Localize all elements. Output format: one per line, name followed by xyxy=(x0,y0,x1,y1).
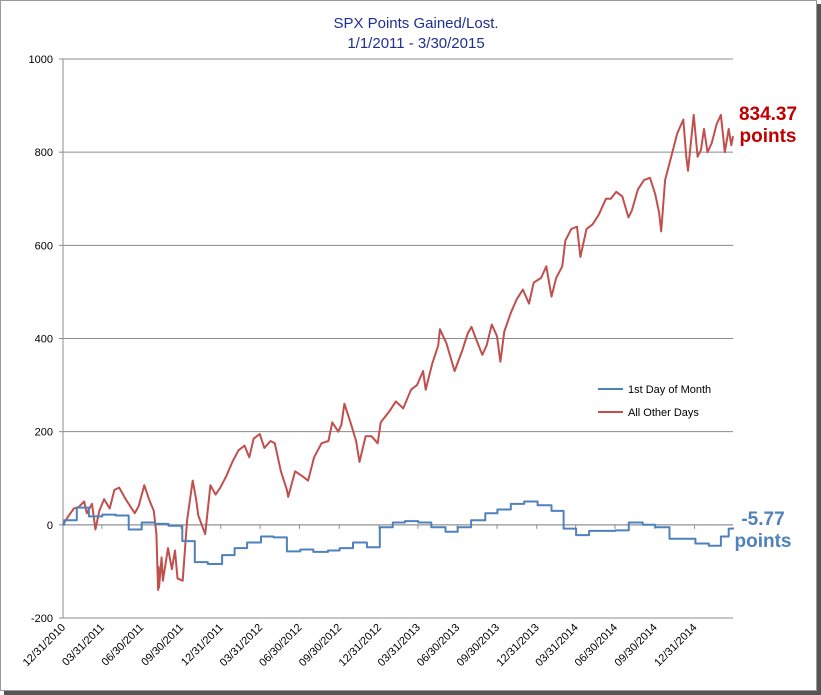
annotation-value-all-other-days: 834.37 xyxy=(739,104,797,125)
y-tick-label: 400 xyxy=(35,334,53,346)
x-tick-label: 12/31/2014 xyxy=(652,622,699,669)
y-axis-ticks: -200 0 200 400 600 800 1000 xyxy=(29,54,63,625)
x-axis-ticks: 12/31/201003/31/201106/30/201109/30/2011… xyxy=(21,524,700,669)
y-tick-label: -200 xyxy=(31,613,53,625)
y-tick-label: 0 xyxy=(47,520,53,532)
series-line-1st-day-of-month xyxy=(63,500,734,565)
gridlines xyxy=(63,58,733,619)
annotation-value-1st-day-of-month: -5.77 xyxy=(741,509,784,530)
series-line-all-other-days xyxy=(62,113,734,591)
legend-label-1st-day-of-month: 1st Day of Month xyxy=(628,384,711,396)
series-layer xyxy=(62,113,734,591)
x-tick-label: 09/30/2011 xyxy=(139,622,186,669)
end-annotations: 834.37 points -5.77 points xyxy=(735,104,798,552)
y-tick-label: 1000 xyxy=(29,54,53,66)
chart-subtitle: 1/1/2011 - 3/30/2015 xyxy=(347,35,484,52)
legend: 1st Day of Month All Other Days xyxy=(598,384,711,419)
chart-title: SPX Points Gained/Lost. xyxy=(333,15,498,32)
y-tick-label: 600 xyxy=(35,240,53,252)
legend-label-all-other-days: All Other Days xyxy=(628,407,699,419)
y-tick-label: 200 xyxy=(35,427,53,439)
annotation-unit-all-other-days: points xyxy=(740,126,797,147)
annotation-unit-1st-day-of-month: points xyxy=(735,531,792,552)
x-tick-label: 06/30/2011 xyxy=(100,622,147,669)
y-tick-label: 800 xyxy=(35,147,53,159)
